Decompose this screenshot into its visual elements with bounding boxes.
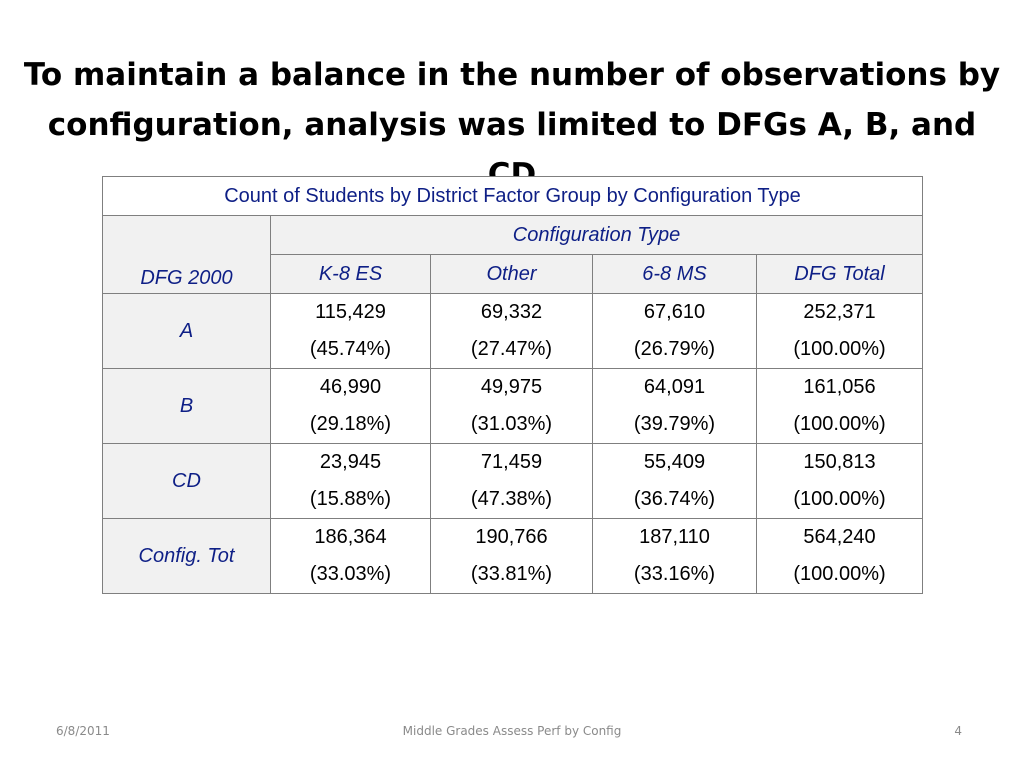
cell-count: 46,990 (319, 376, 382, 398)
cell-count: 23,945 (319, 451, 382, 473)
table-caption-row: Count of Students by District Factor Gro… (101, 176, 924, 216)
slide-title-line-1: To maintain a balance in the number of o… (23, 57, 1001, 93)
cell-percent: (100.00%) (793, 338, 886, 360)
footer-page-number: 4 (954, 724, 962, 738)
row-header-label: DFG 2000 (102, 215, 271, 294)
cell-percent: (100.00%) (793, 413, 886, 435)
table-cell: 55,409 (36.74%) (592, 443, 757, 519)
cell-count: 69,332 (480, 301, 543, 323)
cell-count: 161,056 (803, 376, 876, 398)
cell-count: 115,429 (315, 301, 386, 323)
column-header-6-8-ms: 6-8 MS (592, 254, 757, 294)
slide-title-line-2: configuration, analysis was limited to D… (47, 107, 977, 193)
table-cell: 190,766 (33.81%) (430, 518, 593, 594)
row-label-a: A (102, 293, 271, 369)
cell-count: 564,240 (803, 526, 876, 548)
table-cell: 186,364 (33.03%) (270, 518, 431, 594)
cell-count: 67,610 (643, 301, 706, 323)
footer-text: Middle Grades Assess Perf by Config (402, 724, 622, 738)
cell-percent: (100.00%) (793, 563, 886, 585)
table-cell: 252,371 (100.00%) (755, 293, 924, 369)
table-cell: 564,240 (100.00%) (755, 518, 924, 594)
cell-percent: (36.74%) (633, 488, 716, 510)
table-row: CD 23,945 (15.88%) 71,459 (47.38%) 55,409 (… (102, 443, 924, 519)
cell-count: 150,813 (803, 451, 876, 473)
cell-percent: (31.03%) (470, 413, 553, 435)
cell-percent: (33.03%) (309, 563, 392, 585)
cell-count: 187,110 (639, 526, 710, 548)
table-cell: 64,091 (39.79%) (592, 368, 757, 444)
table-cell: 71,459 (47.38%) (430, 443, 593, 519)
table-cell: 46,990 (29.18%) (270, 368, 431, 444)
cell-count: 252,371 (803, 301, 876, 323)
table-cell: 23,945 (15.88%) (270, 443, 431, 519)
column-header-k8-es: K-8 ES (270, 254, 431, 294)
cell-percent: (27.47%) (470, 338, 553, 360)
table-cell: 161,056 (100.00%) (755, 368, 924, 444)
cell-count: 190,766 (475, 526, 548, 548)
cell-percent: (47.38%) (470, 488, 553, 510)
column-header-dfg-total: DFG Total (755, 254, 924, 294)
row-label-cd: CD (102, 443, 271, 519)
cell-count: 55,409 (643, 451, 706, 473)
footer-date: 6/8/2011 (56, 724, 110, 738)
table-row: B 46,990 (29.18%) 49,975 (31.03%) 64,091 (3… (102, 368, 924, 444)
table-cell: 115,429 (45.74%) (270, 293, 431, 369)
cell-percent: (29.18%) (309, 413, 392, 435)
table-caption: Count of Students by District Factor Gro… (101, 176, 924, 216)
table-cell: 69,332 (27.47%) (430, 293, 593, 369)
cell-percent: (39.79%) (633, 413, 716, 435)
table-row: A 115,429 (45.74%) 69,332 (27.47%) 67,610 (… (102, 293, 924, 369)
table-cell: 150,813 (100.00%) (755, 443, 924, 519)
row-label-b: B (102, 368, 271, 444)
group-header-row: DFG 2000 Configuration Type (102, 215, 924, 294)
table-cell: 187,110 (33.16%) (592, 518, 757, 594)
table-cell: 49,975 (31.03%) (430, 368, 593, 444)
cell-percent: (33.16%) (633, 563, 716, 585)
cell-percent: (33.81%) (470, 563, 553, 585)
cell-count: 64,091 (643, 376, 706, 398)
column-header-other: Other (430, 254, 593, 294)
row-label-config-total: Config. Tot (102, 518, 271, 594)
student-count-table: Count of Students by District Factor Gro… (101, 176, 924, 594)
group-header: Configuration Type (269, 215, 924, 255)
table-cell: 67,610 (26.79%) (592, 293, 757, 369)
cell-percent: (15.88%) (309, 488, 392, 510)
cell-count: 49,975 (480, 376, 543, 398)
slide-title: To maintain a balance in the number of o… (20, 50, 1004, 200)
column-header-row: K-8 ES Other 6-8 MS DFG Total (103, 254, 924, 294)
cell-percent: (45.74%) (309, 338, 392, 360)
table-row: Config. Tot 186,364 (33.03%) 190,766 (33.8… (102, 518, 924, 594)
cell-count: 71,459 (480, 451, 543, 473)
cell-percent: (100.00%) (793, 488, 886, 510)
cell-count: 186,364 (314, 526, 387, 548)
cell-percent: (26.79%) (633, 338, 716, 360)
